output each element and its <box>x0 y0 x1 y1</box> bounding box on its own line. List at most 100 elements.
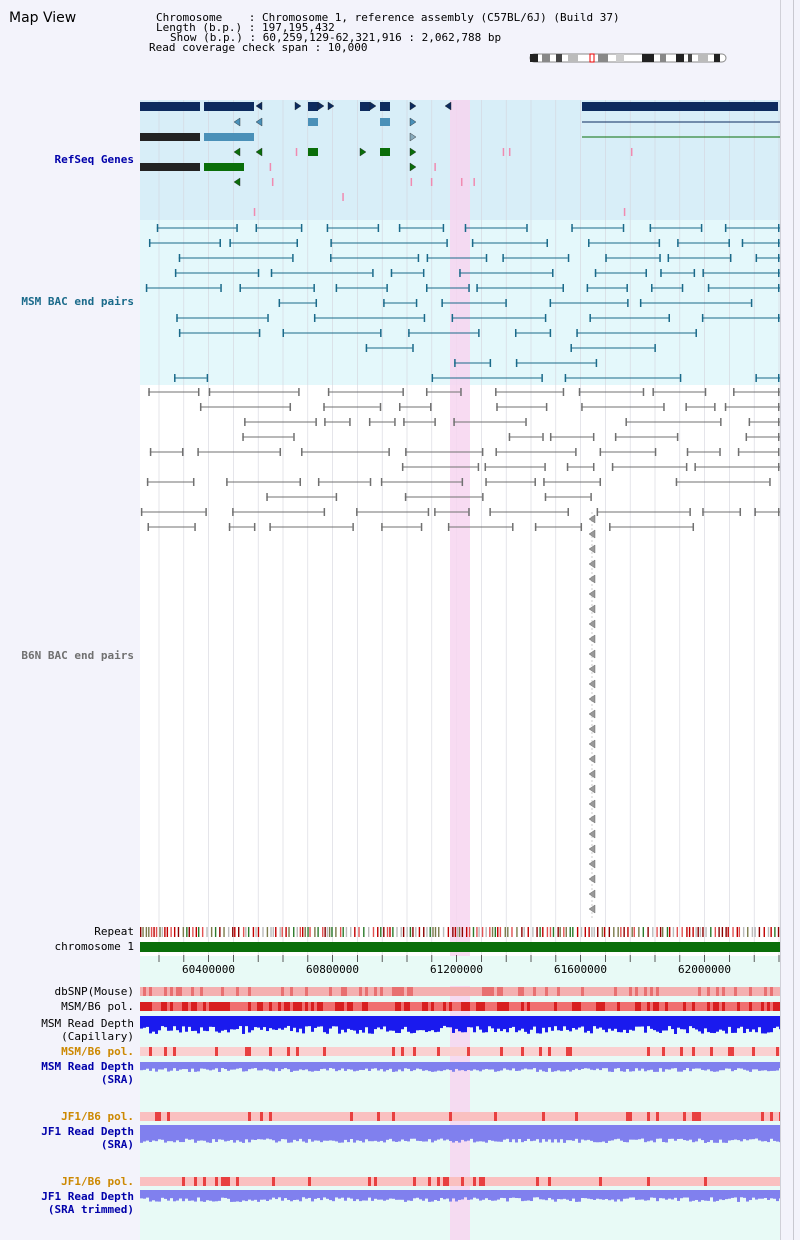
heat-cell <box>458 1177 461 1186</box>
track-label-repeat[interactable]: Repeat <box>94 925 134 938</box>
heat-cell <box>722 1177 725 1186</box>
heat-cell <box>710 987 713 996</box>
bac-end <box>592 433 595 441</box>
heat-cell <box>644 1047 647 1056</box>
depth-bar <box>152 1062 155 1069</box>
refseq-genes-track[interactable] <box>140 101 780 216</box>
genome-plot[interactable] <box>140 100 780 1240</box>
repeat-element <box>576 927 579 937</box>
heat-tracks[interactable] <box>140 987 780 1202</box>
depth-bar <box>758 1125 761 1141</box>
bac-end <box>404 493 407 501</box>
depth-bar <box>503 1062 506 1069</box>
depth-bar <box>536 1016 539 1034</box>
heat-cell <box>236 1002 239 1011</box>
depth-bar <box>266 1016 269 1032</box>
heat-cell <box>506 1047 509 1056</box>
heat-cell <box>668 1112 671 1121</box>
depth-bar <box>665 1062 668 1070</box>
repeat-track[interactable] <box>140 927 780 937</box>
track-label-msm-depth-sra-1[interactable]: MSM Read Depth <box>41 1060 134 1073</box>
heat-cell <box>389 1047 392 1056</box>
track-label-b6n-bac[interactable]: B6N BAC end pairs <box>21 649 134 662</box>
depth-bar <box>272 1190 275 1198</box>
depth-bar <box>302 1125 305 1142</box>
bac-end <box>451 314 454 322</box>
track-label-refseq[interactable]: RefSeq Genes <box>54 153 134 166</box>
track-label-jf1-depth-trim-1[interactable]: JF1 Read Depth <box>41 1190 134 1203</box>
depth-bar <box>446 1016 449 1028</box>
depth-bar <box>311 1125 314 1142</box>
chromosome-bar[interactable] <box>140 942 780 952</box>
heat-cell <box>437 987 440 996</box>
track-label-dbsnp[interactable]: dbSNP(Mouse) <box>54 985 134 998</box>
track-label-msm-b6-pol-2[interactable]: MSM/B6 pol. <box>61 1045 134 1058</box>
heat-cell <box>545 1177 548 1186</box>
track-label-jf1-b6-pol-1[interactable]: JF1/B6 pol. <box>61 1110 134 1123</box>
depth-bar <box>461 1190 464 1200</box>
heat-cell <box>668 1177 671 1186</box>
heat-cell <box>290 1112 293 1121</box>
bac-end <box>379 403 382 411</box>
bac-end <box>567 508 569 516</box>
depth-bar <box>455 1125 458 1141</box>
heat-cell <box>308 1047 311 1056</box>
depth-bar <box>380 1016 383 1030</box>
heat-cell <box>686 1177 689 1186</box>
track-label-msm-b6-pol-1[interactable]: MSM/B6 pol. <box>61 1000 134 1013</box>
b6n-bac-track[interactable] <box>140 388 780 920</box>
heat-cell <box>758 1047 761 1056</box>
heat-cell <box>341 1112 344 1121</box>
depth-bar <box>611 1062 614 1072</box>
bac-end <box>552 269 554 277</box>
repeat-element <box>257 927 260 937</box>
bac-end <box>293 433 295 441</box>
depth-bar <box>281 1190 284 1201</box>
depth-bar <box>284 1190 287 1199</box>
repeat-element <box>155 927 158 937</box>
heat-cell <box>665 1112 668 1121</box>
repeat-element <box>237 927 240 937</box>
heat-cell <box>404 1002 407 1011</box>
heat-cell <box>269 1002 272 1011</box>
chromosome-ideogram[interactable] <box>528 52 730 64</box>
depth-bar <box>662 1190 665 1199</box>
msm-bac-track[interactable] <box>145 224 780 382</box>
track-label-jf1-b6-pol-2[interactable]: JF1/B6 pol. <box>61 1175 134 1188</box>
heat-cell <box>758 1177 761 1186</box>
track-label-jf1-depth-sra-1[interactable]: JF1 Read Depth <box>41 1125 134 1138</box>
heat-cell <box>350 1047 353 1056</box>
heat-cell <box>518 987 521 996</box>
heat-cell <box>575 1002 578 1011</box>
heat-cell <box>602 1002 605 1011</box>
depth-bar <box>284 1125 287 1140</box>
bac-end <box>489 508 491 516</box>
heat-cell <box>296 1047 299 1056</box>
heat-cell <box>692 1047 695 1056</box>
heat-cell <box>554 1177 557 1186</box>
depth-bar <box>359 1016 362 1031</box>
repeat-element <box>666 927 669 937</box>
depth-bar <box>500 1016 503 1032</box>
heat-cell <box>464 987 467 996</box>
heat-cell <box>422 1112 425 1121</box>
heat-cell <box>755 1002 758 1011</box>
depth-bar <box>356 1062 359 1071</box>
repeat-element <box>386 927 389 937</box>
track-label-chromosome[interactable]: chromosome 1 <box>54 940 134 953</box>
gene-feature <box>140 133 200 141</box>
heat-cell <box>197 987 200 996</box>
highlight-region[interactable] <box>450 100 470 1240</box>
track-label-msm-bac[interactable]: MSM BAC end pairs <box>21 295 134 308</box>
track-label-msm-depth-cap-1[interactable]: MSM Read Depth <box>41 1017 134 1030</box>
repeat-element <box>458 927 461 937</box>
heat-cell <box>188 1177 191 1186</box>
heat-cell <box>272 1112 275 1121</box>
heat-cell <box>569 1112 572 1121</box>
heat-cell <box>311 1002 314 1011</box>
heat-cell <box>725 1047 728 1056</box>
depth-bar <box>236 1190 239 1202</box>
bac-end <box>199 403 202 411</box>
heat-cell <box>623 987 626 996</box>
heat-cell <box>230 1177 233 1186</box>
